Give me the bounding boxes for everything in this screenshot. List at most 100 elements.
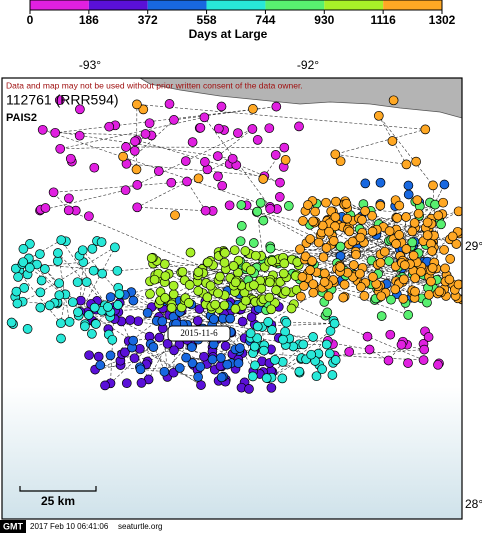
track-point xyxy=(265,204,276,214)
track-point xyxy=(52,256,63,266)
track-point xyxy=(227,153,238,164)
track-point xyxy=(270,355,280,365)
track-point xyxy=(219,300,230,311)
notice: Data and map may not be used without pri… xyxy=(6,80,303,90)
track-point xyxy=(235,236,246,247)
track-point xyxy=(114,289,125,299)
track-point xyxy=(64,317,75,327)
map-area xyxy=(2,78,462,519)
track-point xyxy=(132,180,143,190)
track-point xyxy=(73,307,83,318)
track-point xyxy=(249,280,259,290)
track-point xyxy=(407,226,418,237)
track-point xyxy=(258,174,269,184)
track-point xyxy=(89,162,100,173)
track-point xyxy=(375,257,386,268)
track-point xyxy=(250,250,261,261)
colorbar-tick-label: 558 xyxy=(197,13,217,27)
track-point xyxy=(166,302,177,313)
timestamp: 2017 Feb 10 06:41:06 xyxy=(30,522,109,531)
track-point xyxy=(399,274,409,285)
track-point xyxy=(200,205,211,216)
track-point xyxy=(25,239,35,249)
track-point xyxy=(55,143,66,154)
track-point xyxy=(233,128,243,138)
colorbar-label: Days at Large xyxy=(189,27,268,41)
track-point xyxy=(64,193,74,204)
track-point xyxy=(159,259,170,269)
track-point xyxy=(228,261,239,271)
track-point xyxy=(394,230,405,240)
track-point xyxy=(410,273,420,284)
track-point xyxy=(409,218,420,228)
colorbar-tick-label: 186 xyxy=(79,13,99,27)
track-point xyxy=(246,312,257,322)
track-point xyxy=(237,316,248,327)
track-point xyxy=(112,265,123,276)
track-point xyxy=(54,95,65,106)
track-point xyxy=(376,311,387,321)
track-point xyxy=(6,317,17,328)
colorbar-segment xyxy=(147,0,207,10)
track-point xyxy=(13,272,23,282)
track-point xyxy=(411,156,421,167)
logo: GMT xyxy=(3,521,23,531)
track-point xyxy=(240,295,251,306)
colorbar-tick-label: 930 xyxy=(314,13,334,27)
track-point xyxy=(215,271,225,282)
track-point xyxy=(408,250,419,261)
track-point xyxy=(184,298,194,308)
track-point xyxy=(403,358,413,368)
track-point xyxy=(275,177,285,188)
track-point xyxy=(148,342,159,352)
colorbar-segment xyxy=(324,0,384,10)
track-point xyxy=(193,173,204,184)
track-point xyxy=(195,361,206,372)
track-point xyxy=(199,351,209,362)
track-point xyxy=(252,135,263,145)
track-point xyxy=(347,236,358,247)
track-point xyxy=(132,99,142,110)
track-point xyxy=(219,257,230,268)
track-point xyxy=(440,263,450,274)
track-point xyxy=(453,279,462,290)
track-point xyxy=(72,277,83,288)
track-point xyxy=(355,268,365,279)
track-point xyxy=(419,344,430,355)
track-point xyxy=(325,326,336,336)
colorbar-segment xyxy=(383,0,442,10)
track-point xyxy=(40,203,51,213)
track-point xyxy=(403,310,414,320)
track-point xyxy=(129,146,140,156)
track-point xyxy=(280,286,291,297)
scale-bar xyxy=(19,486,97,492)
track-point xyxy=(10,263,21,274)
track-point xyxy=(264,292,275,303)
track-point xyxy=(385,329,396,340)
track-point xyxy=(321,197,331,208)
track-point xyxy=(329,318,340,329)
track-point xyxy=(327,370,338,380)
track-point xyxy=(192,315,203,326)
colorbar-segment xyxy=(206,0,266,10)
track-point xyxy=(308,287,319,298)
track-point xyxy=(128,335,139,346)
track-point xyxy=(182,176,192,187)
track-point xyxy=(229,245,240,256)
track-point xyxy=(439,244,449,255)
track-point xyxy=(246,265,256,276)
track-point xyxy=(138,104,149,115)
track-point xyxy=(423,332,434,342)
date-label: 2015-11-6 xyxy=(180,328,218,338)
track-point xyxy=(294,121,304,132)
track-point xyxy=(339,279,350,290)
track-point xyxy=(323,291,334,302)
track-point xyxy=(121,142,131,152)
track-point xyxy=(416,266,426,277)
track-point xyxy=(258,215,269,226)
track-point xyxy=(135,364,146,375)
track-point xyxy=(244,384,254,394)
track-point xyxy=(401,244,412,254)
track-point xyxy=(444,274,455,285)
track-point xyxy=(230,303,241,314)
